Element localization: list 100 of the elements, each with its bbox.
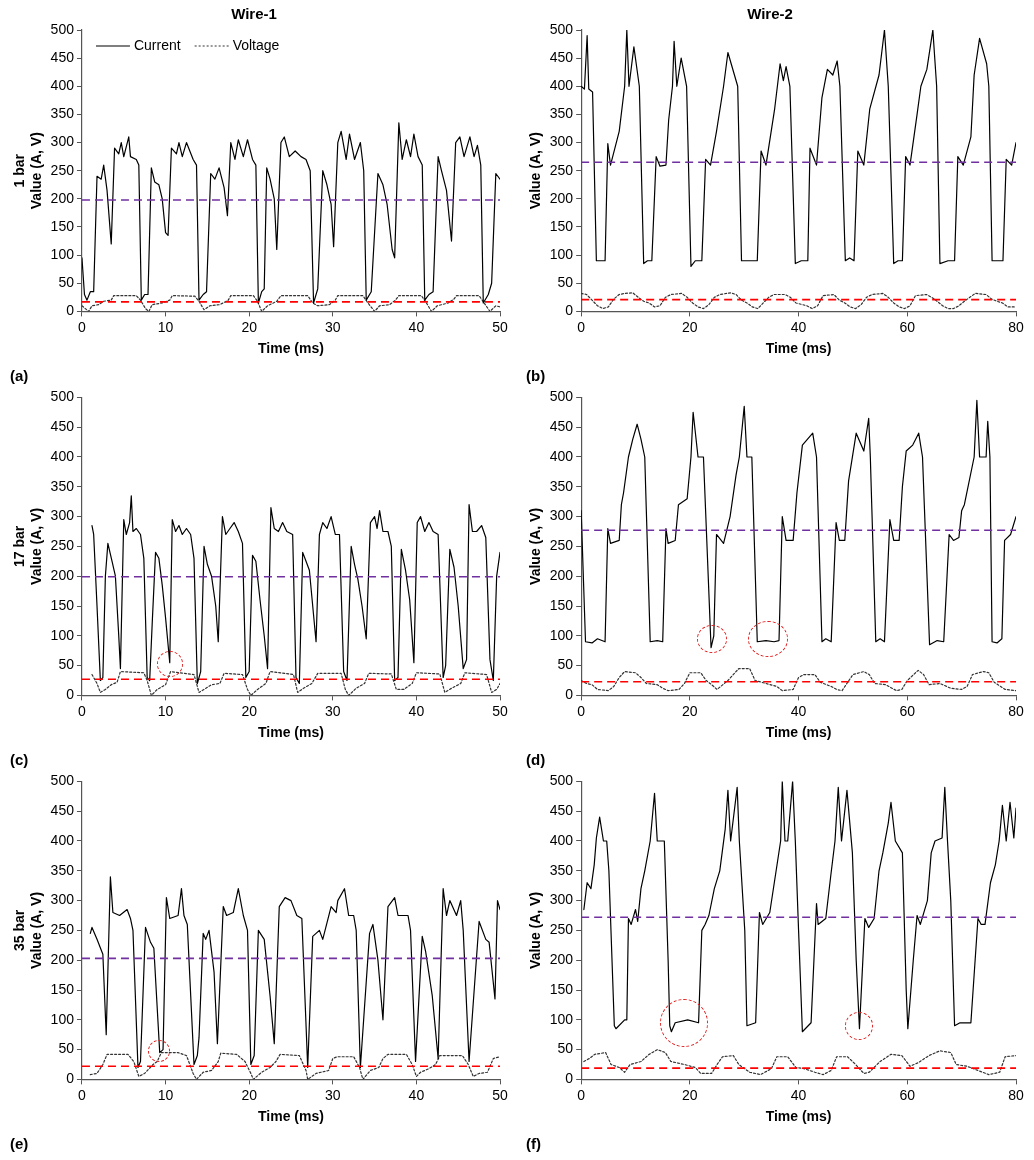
text: (e): [10, 1135, 29, 1152]
y-tick-label: 150: [549, 980, 574, 997]
x-tick-label: 20: [241, 702, 258, 719]
y-tick-label: 200: [50, 189, 75, 206]
y-tick-label: 400: [549, 77, 574, 94]
y-tick-label: 50: [557, 274, 574, 291]
chart-title: Wire-1: [231, 5, 277, 23]
y-tick-label: 300: [549, 133, 574, 150]
y-tick-label: 400: [549, 447, 574, 464]
y-tick-label: 250: [50, 537, 75, 554]
x-tick-label: 30: [324, 1086, 341, 1103]
y-tick-label: 0: [66, 686, 75, 703]
y-tick-label: 250: [549, 537, 574, 554]
x-tick-label: 50: [492, 702, 508, 719]
y-tick-label: 0: [565, 1070, 574, 1087]
y-tick-label: 50: [557, 656, 574, 673]
y-tick-label: 0: [565, 302, 574, 319]
x-axis-title: Time (ms): [765, 724, 832, 741]
legend-label: Current: [133, 36, 181, 53]
x-tick-label: 40: [408, 702, 425, 719]
text: (c): [10, 751, 29, 768]
y-tick-label: 500: [549, 772, 574, 789]
x-tick-label: 50: [492, 1086, 508, 1103]
y-tick-label: 350: [549, 477, 574, 494]
x-tick-label: 40: [790, 318, 807, 335]
x-tick-label: 10: [157, 318, 174, 335]
chart-title: Wire-2: [747, 5, 793, 23]
y-tick-label: 200: [549, 951, 574, 968]
y-tick-label: 200: [549, 189, 574, 206]
y-tick-label: 400: [50, 831, 75, 848]
y-tick-label: 250: [549, 921, 574, 938]
x-tick-label: 0: [577, 702, 586, 719]
x-tick-label: 40: [408, 318, 425, 335]
y-tick-label: 250: [50, 161, 75, 178]
y-tick-label: 300: [50, 891, 75, 908]
y-tick-label: 350: [50, 477, 75, 494]
y-tick-label: 100: [549, 1010, 574, 1027]
x-tick-label: 80: [1008, 702, 1024, 719]
x-tick-label: 0: [577, 1086, 586, 1103]
y-tick-label: 500: [50, 388, 75, 405]
y-tick-label: 150: [549, 217, 574, 234]
y-tick-label: 50: [58, 656, 75, 673]
y-tick-label: 50: [557, 1040, 574, 1057]
x-tick-label: 50: [492, 318, 508, 335]
y-tick-label: 0: [66, 1070, 75, 1087]
x-tick-label: 60: [899, 1086, 916, 1103]
text: (d): [526, 751, 546, 768]
y-tick-label: 400: [549, 831, 574, 848]
y-axis-title: 35 bar Value (A, V): [11, 891, 45, 969]
y-tick-label: 0: [565, 686, 574, 703]
x-tick-label: 30: [324, 702, 341, 719]
y-tick-label: 450: [549, 802, 574, 819]
y-tick-label: 450: [50, 802, 75, 819]
y-tick-label: 400: [50, 77, 75, 94]
y-tick-label: 250: [549, 161, 574, 178]
y-tick-label: 100: [50, 1010, 75, 1027]
x-tick-label: 80: [1008, 1086, 1024, 1103]
y-tick-label: 500: [50, 20, 75, 37]
x-axis-title: Time (ms): [258, 1108, 324, 1125]
x-tick-label: 20: [682, 702, 698, 719]
x-tick-label: 20: [682, 318, 698, 335]
y-tick-label: 100: [549, 245, 574, 262]
line-series: [583, 1049, 1016, 1076]
x-tick-label: 20: [682, 1086, 698, 1103]
x-tick-label: 10: [157, 702, 174, 719]
y-tick-label: 450: [549, 49, 574, 65]
line-series: [91, 670, 500, 696]
x-tick-label: 0: [577, 318, 586, 335]
y-axis-title: Value (A, V): [527, 132, 544, 210]
y-axis-title: Value (A, V): [527, 891, 544, 969]
y-tick-label: 500: [50, 772, 75, 789]
x-tick-label: 0: [78, 702, 87, 719]
y-tick-label: 300: [549, 891, 574, 908]
y-tick-label: 500: [549, 388, 574, 405]
text: (f): [526, 1135, 541, 1152]
y-tick-label: 350: [50, 105, 75, 122]
line-series: [581, 667, 1016, 692]
y-tick-label: 50: [58, 1040, 75, 1057]
y-tick-label: 150: [50, 596, 75, 613]
x-tick-label: 20: [241, 318, 258, 335]
text: (a): [10, 367, 29, 384]
x-axis-title: Time (ms): [765, 340, 832, 357]
y-tick-label: 0: [66, 302, 75, 319]
y-tick-label: 350: [50, 861, 75, 878]
y-tick-label: 200: [549, 567, 574, 584]
y-tick-label: 300: [549, 507, 574, 524]
y-axis-title: 17 bar Value (A, V): [11, 507, 45, 585]
y-tick-label: 150: [549, 596, 574, 613]
y-tick-label: 200: [50, 567, 75, 584]
y-tick-label: 450: [50, 418, 75, 435]
y-tick-label: 500: [549, 20, 574, 37]
x-tick-label: 80: [1008, 318, 1024, 335]
y-tick-label: 100: [549, 626, 574, 643]
x-tick-label: 20: [241, 1086, 258, 1103]
y-axis-title: 1 bar Value (A, V): [11, 132, 45, 210]
x-tick-label: 40: [790, 1086, 807, 1103]
x-tick-label: 10: [157, 1086, 174, 1103]
y-tick-label: 100: [50, 626, 75, 643]
y-tick-label: 150: [50, 980, 75, 997]
y-tick-label: 300: [50, 133, 75, 150]
